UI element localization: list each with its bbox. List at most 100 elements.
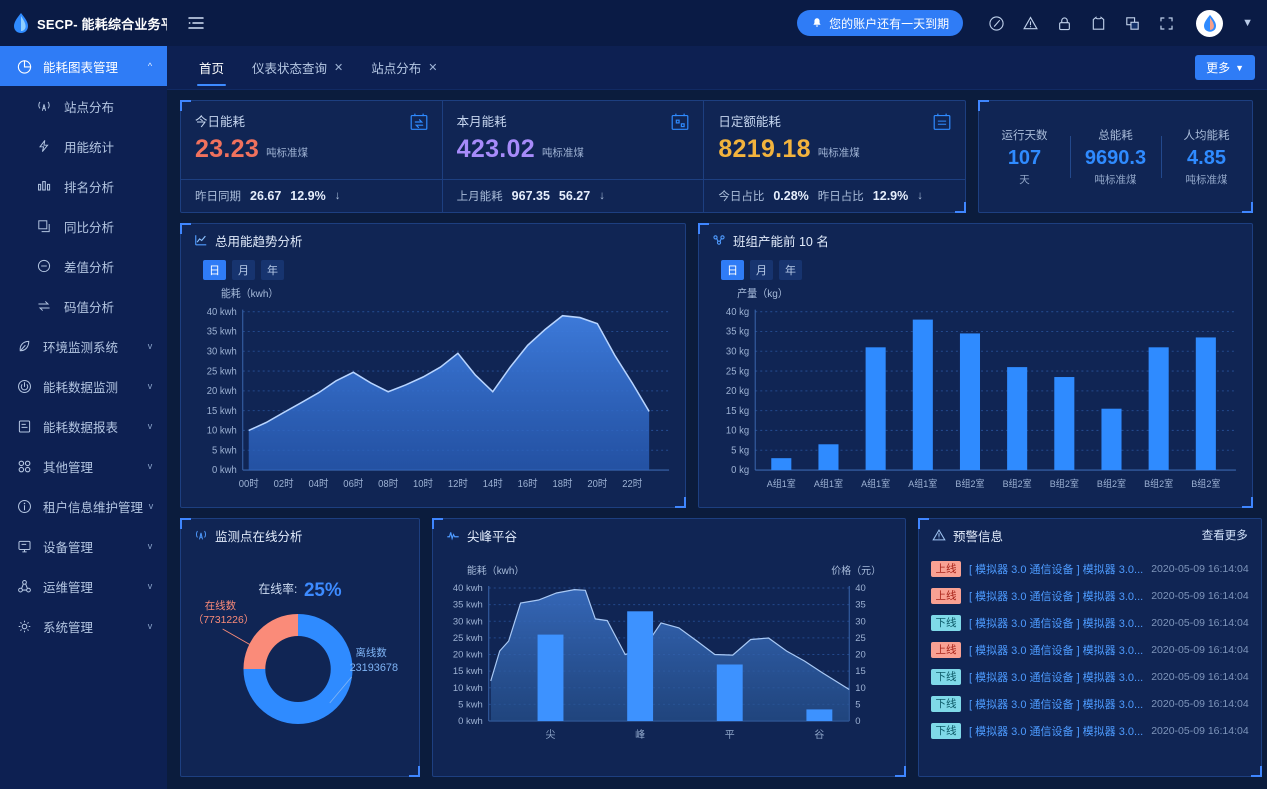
main-area: 您的账户还有一天到期	[167, 0, 1267, 789]
more-label: 更多	[1206, 61, 1231, 75]
segment-year[interactable]: 年	[779, 260, 802, 280]
tab-meter-status-query[interactable]: 仪表状态查询 ✕	[238, 46, 357, 90]
svg-text:08时: 08时	[378, 478, 398, 490]
compass-icon[interactable]	[987, 14, 1006, 33]
stat-value: 107	[1007, 146, 1042, 169]
sidebar-item-energy-charts[interactable]: 能耗图表管理 ^	[0, 46, 167, 86]
list-item[interactable]: 下线 [ 模拟器 3.0 通信设备 ] 模拟器 3.0... 2020-05-0…	[931, 609, 1249, 636]
segment-month[interactable]: 月	[232, 260, 255, 280]
svg-text:离线数: 离线数	[356, 646, 388, 659]
tab-label: 仪表状态查询	[252, 62, 328, 76]
sidebar-item-energy-data-monitor[interactable]: 能耗数据监测 v	[0, 366, 167, 406]
tab-site-distribution[interactable]: 站点分布 ✕	[357, 46, 451, 90]
stat-value: 4.85	[1187, 146, 1226, 169]
shirt-icon[interactable]	[1089, 14, 1108, 33]
svg-text:10时: 10时	[413, 478, 433, 490]
segment-day[interactable]: 日	[203, 260, 226, 280]
sidebar-item-energy-data-report[interactable]: 能耗数据报表 v	[0, 406, 167, 446]
svg-text:B组2室: B组2室	[1144, 478, 1173, 489]
svg-text:30: 30	[855, 616, 866, 627]
sidebar-item-device-management[interactable]: 设备管理 v	[0, 526, 167, 566]
sidebar-item-difference-analysis[interactable]: 差值分析	[0, 246, 167, 286]
svg-text:0 kg: 0 kg	[731, 465, 749, 476]
fullscreen-icon[interactable]	[1157, 14, 1176, 33]
warning-triangle-icon[interactable]	[1021, 14, 1040, 33]
status-badge: 上线	[931, 641, 961, 658]
panel-peak-valley: 尖峰平谷 能耗（kwh） 价格（元）	[432, 518, 906, 777]
sidebar-menu: 能耗图表管理 ^ 站点分布 用能统计	[0, 46, 167, 789]
sidebar-item-ranking-analysis[interactable]: 排名分析	[0, 166, 167, 206]
list-item[interactable]: 下线 [ 模拟器 3.0 通信设备 ] 模拟器 3.0... 2020-05-0…	[931, 663, 1249, 690]
chevron-down-icon: v	[147, 341, 153, 351]
svg-text:10 kwh: 10 kwh	[207, 425, 237, 436]
panel-header: 班组产能前 10 名	[699, 224, 1252, 256]
list-item[interactable]: 上线 [ 模拟器 3.0 通信设备 ] 模拟器 3.0... 2020-05-0…	[931, 555, 1249, 582]
sidebar-item-code-analysis[interactable]: 码值分析	[0, 286, 167, 326]
kpi-row: 今日能耗 23.23 吨标准煤	[180, 100, 1253, 213]
line-chart-icon	[194, 233, 208, 247]
kpi-foot-label: 今日占比	[718, 191, 765, 203]
kpi-foot-value: 26.67	[250, 189, 282, 203]
sidebar-item-environment-monitoring[interactable]: 环境监测系统 v	[0, 326, 167, 366]
stat-label: 总能耗	[1098, 129, 1133, 142]
chevron-down-icon: v	[147, 461, 153, 471]
svg-text:18时: 18时	[552, 478, 572, 490]
stat-per-capita-energy: 人均能耗 4.85 吨标准煤	[1161, 127, 1252, 187]
svg-text:23193678: 23193678	[350, 662, 398, 674]
sidebar-item-site-distribution[interactable]: 站点分布	[0, 86, 167, 126]
brand-logo[interactable]: SECP- 能耗综合业务平台	[0, 0, 187, 46]
sidebar-item-operation-management[interactable]: 运维管理 v	[0, 566, 167, 606]
segment-year[interactable]: 年	[261, 260, 284, 280]
svg-text:在线率:: 在线率:	[258, 581, 297, 596]
alert-time: 2020-05-09 16:14:04	[1151, 616, 1249, 629]
chevron-down-icon: v	[147, 421, 153, 431]
kpi-unit: 吨标准煤	[817, 147, 860, 159]
panel-title: 总用能趋势分析	[215, 234, 303, 249]
stat-value: 9690.3	[1084, 146, 1147, 169]
close-icon[interactable]: ✕	[334, 62, 344, 74]
stat-running-days: 运行天数 107 天	[979, 127, 1070, 187]
sidebar-item-energy-statistics[interactable]: 用能统计	[0, 126, 167, 166]
segment-day[interactable]: 日	[721, 260, 744, 280]
team-bar-chart: 产量（kg） 40 kg 35 kg 30 kg 25 kg 20 kg 15 kg	[699, 280, 1252, 507]
svg-text:30 kwh: 30 kwh	[207, 346, 237, 357]
svg-text:B组2室: B组2室	[1191, 478, 1220, 489]
notice-label: 您的账户还有一天到期	[829, 16, 950, 31]
warning-triangle-icon	[932, 528, 946, 542]
sidebar-item-tenant-info[interactable]: 租户信息维护管理 v	[0, 486, 167, 526]
kpi-foot-value: 967.35	[511, 189, 550, 203]
alert-text: [ 模拟器 3.0 通信设备 ] 模拟器 3.0...	[969, 644, 1144, 657]
sidebar-item-system-management[interactable]: 系统管理 v	[0, 606, 167, 646]
svg-text:10 kg: 10 kg	[726, 425, 749, 436]
lock-icon[interactable]	[1055, 14, 1074, 33]
stat-total-energy: 总能耗 9690.3 吨标准煤	[1070, 127, 1161, 187]
svg-text:20: 20	[855, 649, 866, 660]
kpi-card-group: 今日能耗 23.23 吨标准煤	[180, 100, 966, 213]
svg-text:25: 25	[855, 633, 866, 644]
tab-home[interactable]: 首页	[185, 46, 238, 90]
more-button[interactable]: 更多 ▼	[1195, 55, 1255, 80]
svg-text:25 kg: 25 kg	[726, 366, 749, 377]
close-icon[interactable]: ✕	[428, 62, 438, 74]
brand-name: SECP- 能耗综合业务平台	[37, 16, 188, 32]
copy-window-icon[interactable]	[1123, 14, 1142, 33]
list-item[interactable]: 下线 [ 模拟器 3.0 通信设备 ] 模拟器 3.0... 2020-05-0…	[931, 717, 1249, 744]
sidebar-item-yoy-analysis[interactable]: 同比分析	[0, 206, 167, 246]
top-bar: 您的账户还有一天到期	[167, 0, 1267, 46]
topbar-icon-group	[987, 14, 1176, 33]
sidebar-item-other-management[interactable]: 其他管理 v	[0, 446, 167, 486]
view-more-link[interactable]: 查看更多	[1201, 530, 1248, 542]
panel-online-analysis: 监测点在线分析 在线率: 25% 在线数	[180, 518, 420, 777]
list-item[interactable]: 上线 [ 模拟器 3.0 通信设备 ] 模拟器 3.0... 2020-05-0…	[931, 636, 1249, 663]
list-item[interactable]: 上线 [ 模拟器 3.0 通信设备 ] 模拟器 3.0... 2020-05-0…	[931, 582, 1249, 609]
segment-month[interactable]: 月	[750, 260, 773, 280]
avatar[interactable]	[1196, 9, 1224, 37]
hamburger-icon[interactable]	[185, 12, 207, 34]
list-item[interactable]: 下线 [ 模拟器 3.0 通信设备 ] 模拟器 3.0... 2020-05-0…	[931, 690, 1249, 717]
panel-header: 尖峰平谷	[433, 519, 905, 551]
chevron-down-icon[interactable]: ▼	[1242, 17, 1253, 29]
sidebar-item-label: 同比分析	[64, 220, 115, 235]
account-expiry-notice[interactable]: 您的账户还有一天到期	[797, 10, 964, 36]
svg-text:25 kwh: 25 kwh	[207, 366, 237, 377]
